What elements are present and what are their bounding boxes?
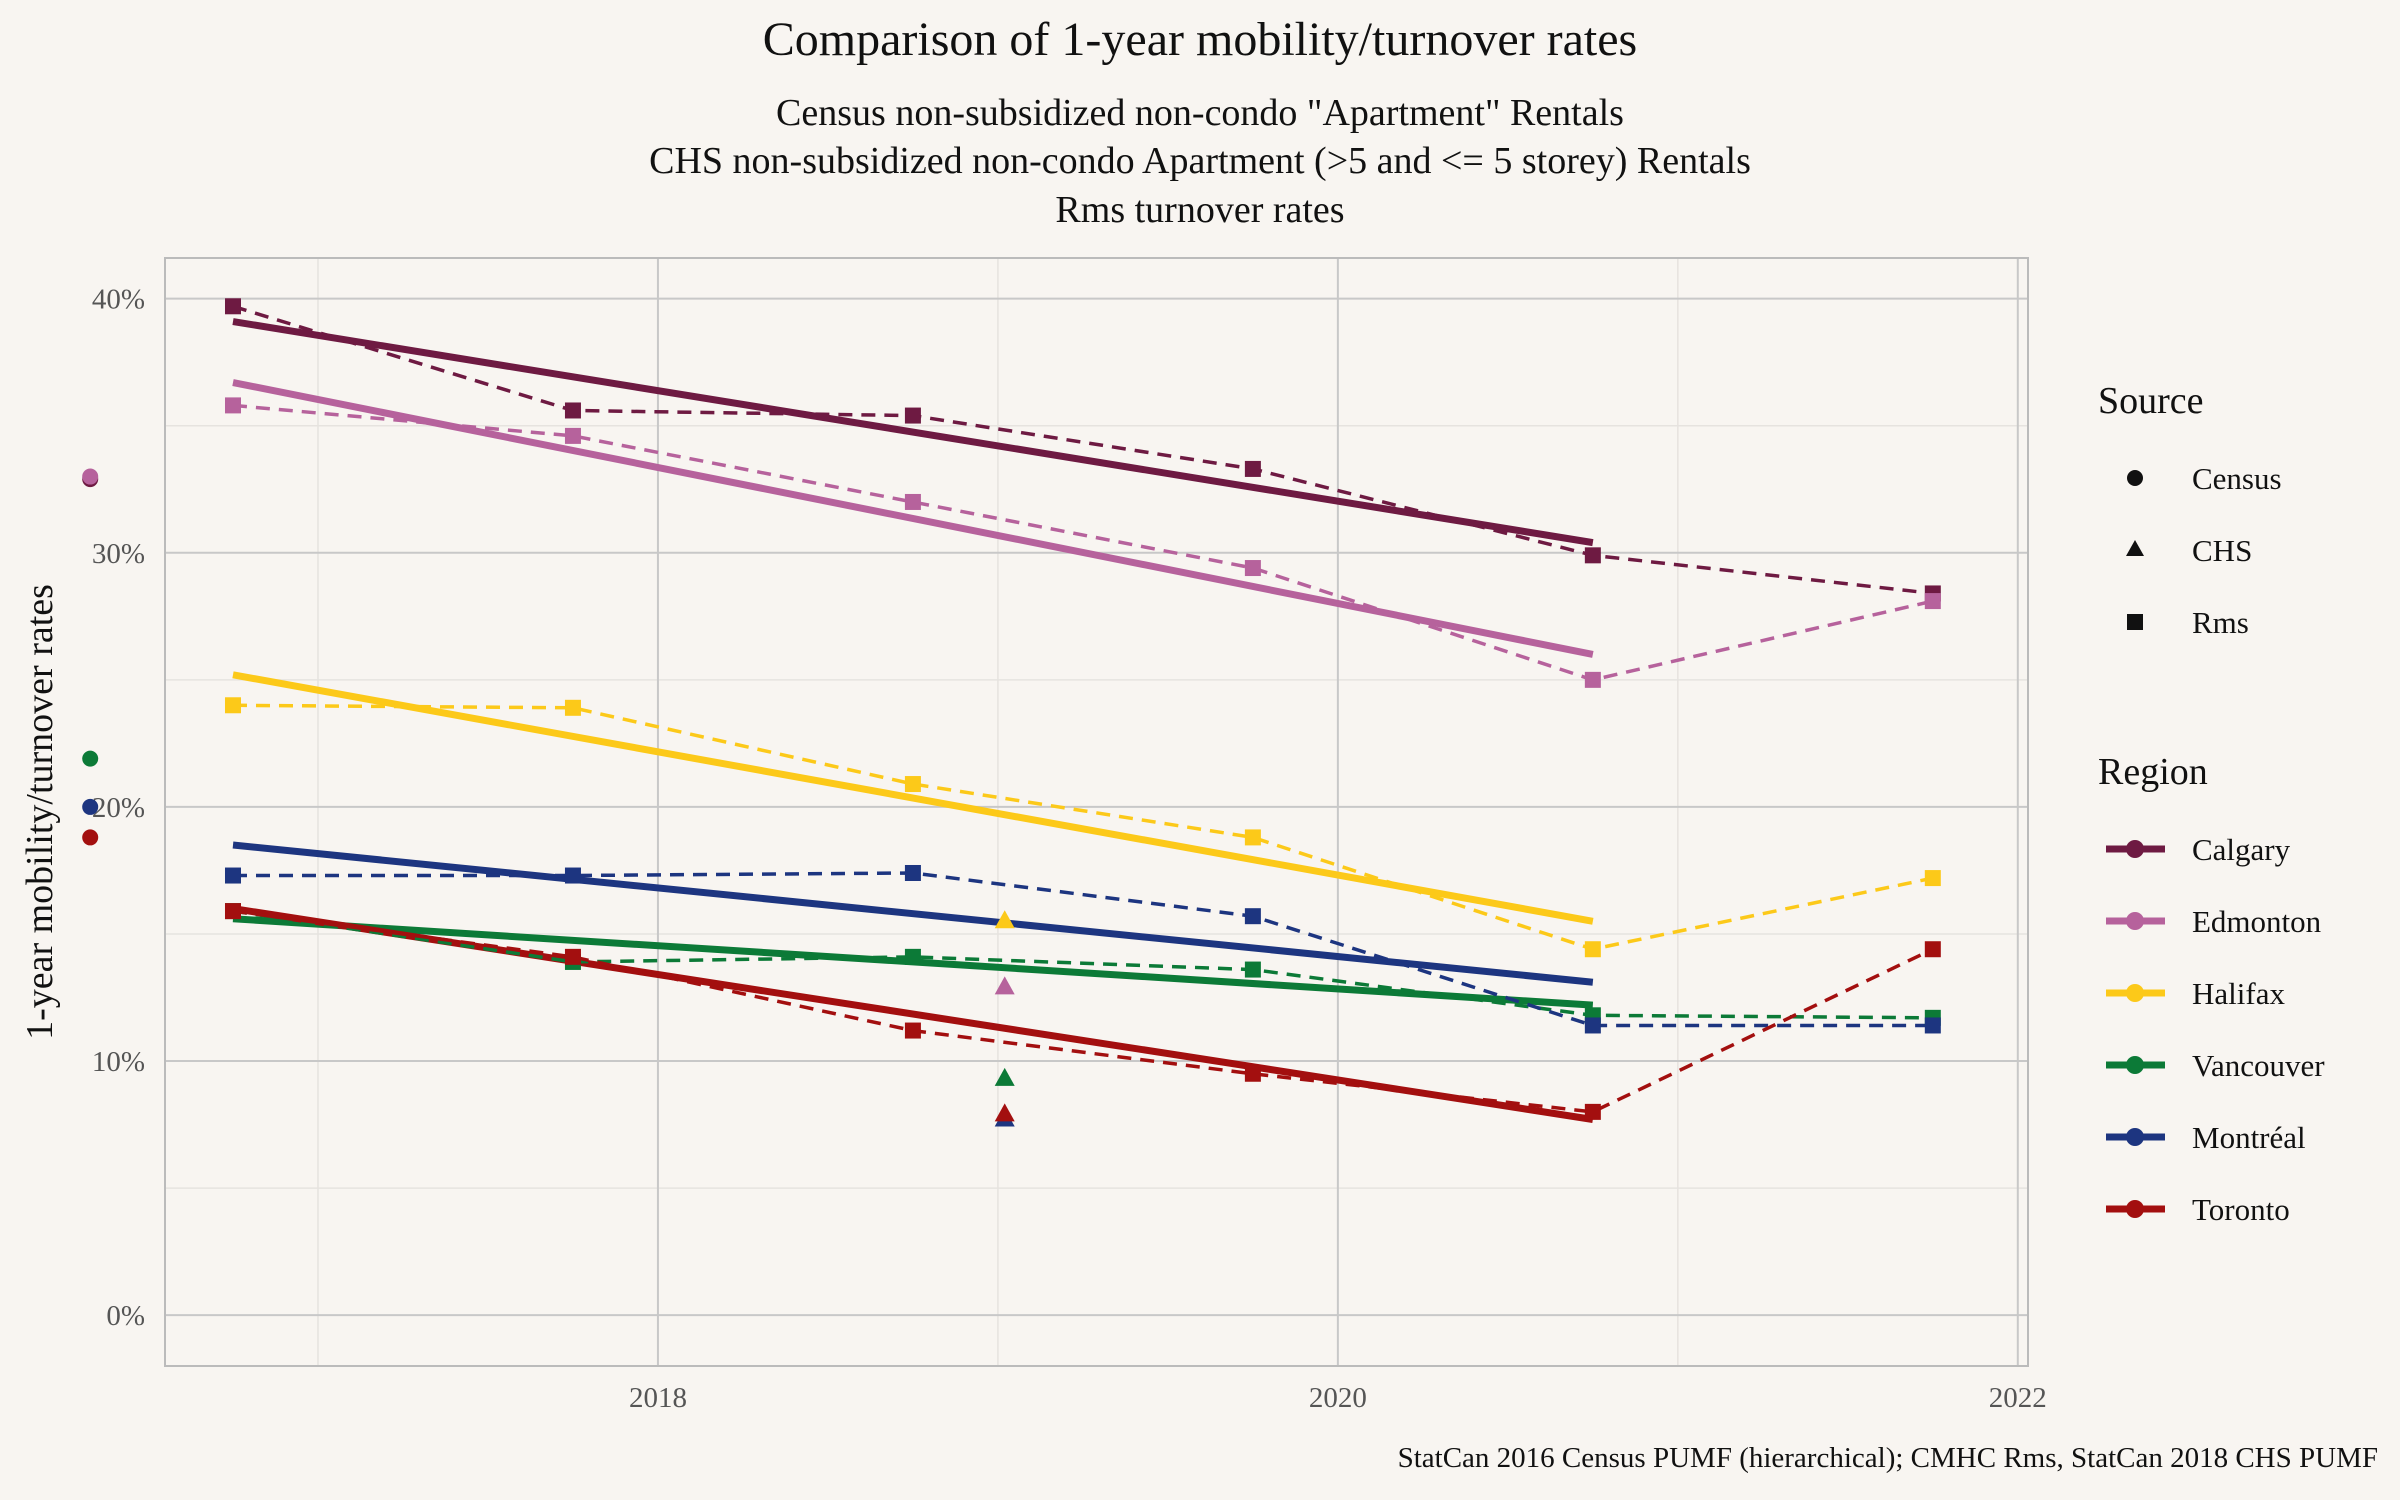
halifax-rms-point <box>904 776 921 793</box>
data-points <box>82 298 1941 1127</box>
halifax-rms-point <box>564 699 581 716</box>
legend-toronto-dot-icon <box>2126 1200 2144 1218</box>
legend-source-title: Source <box>2098 380 2204 422</box>
legend-census-circle-icon <box>2127 470 2143 486</box>
chart-title: Comparison of 1-year mobility/turnover r… <box>763 13 1637 66</box>
chart-subtitle-line-1: Census non-subsidized non-condo "Apartme… <box>776 92 1624 134</box>
calgary-trend-line <box>232 318 1594 547</box>
chart-subtitle-line-2: CHS non-subsidized non-condo Apartment (… <box>649 140 1751 182</box>
halifax-rms-point <box>224 697 241 714</box>
halifax-chs-point <box>994 910 1015 929</box>
montreal-rms-point <box>1584 1017 1601 1034</box>
legend-toronto-label: Toronto <box>2192 1192 2290 1227</box>
halifax-trend-line <box>232 671 1594 925</box>
trend-lines <box>232 318 1594 1123</box>
legend-halifax-label: Halifax <box>2192 976 2285 1011</box>
edmonton-rms-point <box>1244 560 1261 577</box>
toronto-rms-point <box>1924 941 1941 958</box>
toronto-rms-point <box>904 1022 921 1039</box>
x-tick-label: 2018 <box>629 1382 687 1414</box>
toronto-rms-point <box>224 903 241 920</box>
toronto-rms-point <box>564 948 581 965</box>
legend-source: Source Census CHS Rms <box>2098 380 2282 640</box>
halifax-rms-point <box>1584 941 1601 958</box>
x-axis-ticks: 2018 2020 2022 <box>629 1382 2047 1414</box>
montreal-rms-point <box>904 864 921 881</box>
y-tick-label: 20% <box>92 792 145 824</box>
vancouver-census-point <box>82 750 99 767</box>
toronto-rms-point <box>1584 1103 1601 1120</box>
legend-edmonton-dot-icon <box>2126 912 2144 930</box>
toronto-rms-point <box>1244 1065 1261 1082</box>
legend-calgary-dot-icon <box>2126 840 2144 858</box>
chart-subtitle-line-3: Rms turnover rates <box>1055 189 1344 231</box>
y-axis-title: 1-year mobility/turnover rates <box>19 584 61 1040</box>
calgary-rms-point <box>564 402 581 419</box>
vancouver-chs-point <box>994 1067 1015 1086</box>
toronto-trend-line <box>232 905 1594 1123</box>
edmonton-rms-point <box>1924 593 1941 610</box>
y-tick-label: 10% <box>92 1046 145 1078</box>
legend-montreal-label: Montréal <box>2192 1120 2306 1155</box>
grid-major <box>165 258 2028 1366</box>
legend-chs-label: CHS <box>2192 533 2252 568</box>
edmonton-rms-point <box>564 427 581 444</box>
plot-panel-border <box>164 257 2029 1367</box>
y-tick-label: 30% <box>92 538 145 570</box>
legend-vancouver-label: Vancouver <box>2192 1048 2325 1083</box>
x-tick-label: 2022 <box>1989 1382 2047 1414</box>
chart-caption: StatCan 2016 Census PUMF (hierarchical);… <box>1398 1442 2378 1474</box>
montreal-rms-point <box>1924 1017 1941 1034</box>
legend-rms-square-icon <box>2127 614 2143 630</box>
calgary-rms-point <box>904 407 921 424</box>
x-tick-label: 2020 <box>1309 1382 1367 1414</box>
legend-calgary-label: Calgary <box>2192 832 2291 867</box>
legend-census-label: Census <box>2192 461 2282 496</box>
montreal-rms-point <box>224 867 241 884</box>
edmonton-rms-line <box>232 403 1934 682</box>
legend-chs-triangle-icon <box>2126 540 2144 556</box>
y-axis-ticks: 0% 10% 20% 30% 40% <box>92 284 145 1333</box>
montreal-trend-line <box>232 841 1594 986</box>
halifax-rms-point <box>1244 829 1261 846</box>
montreal-rms-point <box>564 867 581 884</box>
calgary-rms-point <box>1584 547 1601 564</box>
montreal-rms-point <box>1244 908 1261 925</box>
edmonton-chs-point <box>994 976 1015 995</box>
edmonton-rms-point <box>224 397 241 414</box>
y-tick-label: 40% <box>92 284 145 316</box>
legend-rms-label: Rms <box>2192 605 2249 640</box>
edmonton-rms-point <box>904 493 921 510</box>
calgary-rms-point <box>1244 460 1261 477</box>
rms-dashed-lines <box>232 304 1934 1114</box>
legend-region: Region Calgary Edmonton Halifax Vancouver Mo… <box>2098 751 2325 1227</box>
legend-edmonton-label: Edmonton <box>2192 904 2322 939</box>
legend-region-title: Region <box>2098 751 2208 793</box>
vancouver-rms-point <box>1244 961 1261 978</box>
toronto-chs-point <box>994 1103 1015 1122</box>
montreal-rms-line <box>233 871 1933 1028</box>
toronto-census-point <box>82 829 99 846</box>
edmonton-trend-line <box>232 379 1594 658</box>
vancouver-rms-line <box>232 909 1933 1020</box>
edmonton-census-point <box>82 468 99 485</box>
y-tick-label: 0% <box>106 1300 145 1332</box>
halifax-rms-line <box>232 703 1934 952</box>
montreal-census-point <box>82 798 99 815</box>
toronto-rms-line <box>232 909 1934 1114</box>
edmonton-rms-point <box>1584 671 1601 688</box>
calgary-rms-point <box>224 298 241 315</box>
halifax-rms-point <box>1924 870 1941 887</box>
vancouver-rms-point <box>904 948 921 965</box>
legend-montreal-dot-icon <box>2126 1128 2144 1146</box>
legend-vancouver-dot-icon <box>2126 1056 2144 1074</box>
legend-halifax-dot-icon <box>2126 984 2144 1002</box>
